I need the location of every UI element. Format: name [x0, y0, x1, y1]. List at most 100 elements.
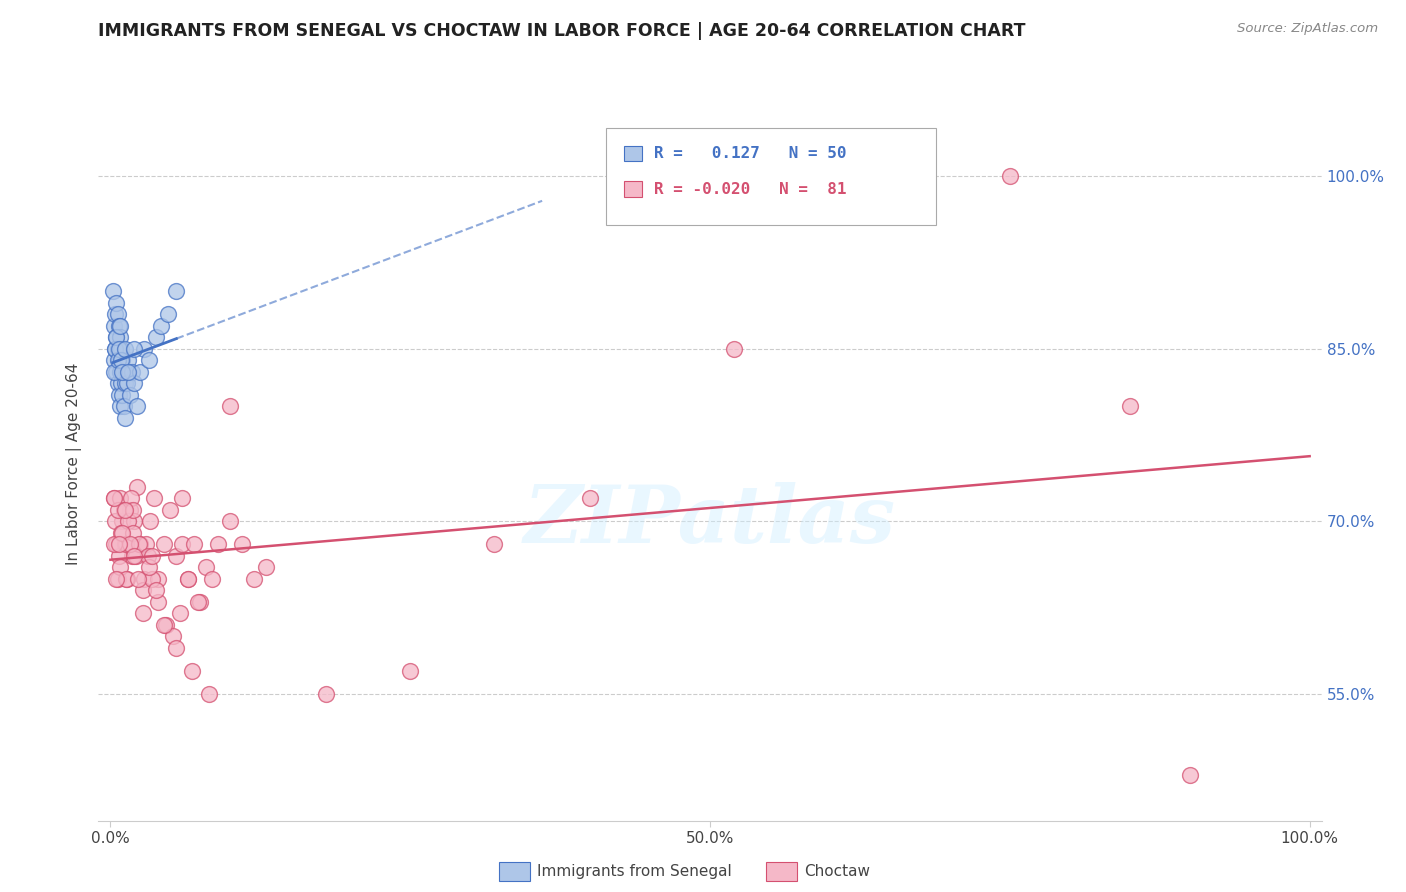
Point — [103, 353, 125, 368]
Point — [112, 365, 135, 379]
Point — [124, 549, 146, 563]
Point — [105, 295, 128, 310]
Point — [101, 284, 124, 298]
Point — [132, 342, 155, 356]
Point — [132, 583, 155, 598]
Point — [108, 342, 131, 356]
Y-axis label: In Labor Force | Age 20-64: In Labor Force | Age 20-64 — [66, 363, 83, 565]
Point — [108, 560, 131, 574]
Point — [107, 503, 129, 517]
Point — [129, 537, 152, 551]
Point — [112, 399, 135, 413]
Point — [172, 537, 194, 551]
Point — [115, 376, 138, 391]
Point — [120, 491, 142, 506]
Point — [197, 687, 219, 701]
Point — [118, 503, 141, 517]
Point — [122, 503, 145, 517]
Point — [124, 549, 146, 563]
Point — [148, 572, 170, 586]
Point — [1119, 399, 1142, 413]
Point — [104, 515, 127, 529]
Point — [108, 353, 131, 368]
Point — [124, 376, 146, 391]
Point — [115, 537, 138, 551]
Point — [111, 525, 134, 540]
Point — [399, 664, 422, 678]
Point — [108, 330, 131, 344]
Point — [141, 572, 163, 586]
Point — [138, 353, 160, 368]
Point — [482, 537, 505, 551]
Point — [108, 399, 131, 413]
Point — [107, 307, 129, 321]
Text: Choctaw: Choctaw — [804, 864, 870, 879]
Text: IMMIGRANTS FROM SENEGAL VS CHOCTAW IN LABOR FORCE | AGE 20-64 CORRELATION CHART: IMMIGRANTS FROM SENEGAL VS CHOCTAW IN LA… — [98, 22, 1026, 40]
Point — [188, 595, 212, 609]
Point — [117, 515, 139, 529]
Point — [142, 491, 165, 506]
Point — [243, 572, 266, 586]
Point — [108, 318, 131, 333]
Point — [107, 376, 129, 391]
Point — [114, 376, 136, 391]
Bar — [624, 181, 643, 197]
Point — [108, 365, 131, 379]
Point — [141, 549, 163, 563]
Point — [105, 537, 128, 551]
Point — [108, 491, 131, 506]
Point — [1178, 767, 1201, 781]
Point — [108, 318, 131, 333]
Point — [121, 549, 143, 563]
Point — [108, 537, 131, 551]
Point — [105, 330, 128, 344]
Point — [195, 560, 218, 574]
Point — [105, 572, 128, 586]
Point — [723, 342, 745, 356]
Point — [128, 537, 150, 551]
Point — [111, 515, 134, 529]
Point — [118, 537, 141, 551]
Point — [165, 640, 187, 655]
Text: ZIPatlas: ZIPatlas — [524, 483, 896, 559]
Point — [110, 376, 132, 391]
Bar — [624, 145, 643, 161]
Point — [138, 560, 160, 574]
Point — [315, 687, 337, 701]
Point — [103, 365, 125, 379]
Point — [108, 388, 131, 402]
Point — [115, 572, 138, 586]
Point — [107, 342, 129, 356]
Point — [110, 353, 132, 368]
Point — [129, 365, 152, 379]
Point — [111, 353, 134, 368]
Point — [124, 342, 146, 356]
Point — [172, 491, 194, 506]
Point — [110, 342, 132, 356]
Point — [156, 307, 179, 321]
Point — [114, 537, 136, 551]
Point — [219, 399, 242, 413]
Point — [103, 537, 125, 551]
Point — [117, 353, 139, 368]
Point — [114, 410, 136, 425]
Point — [104, 307, 127, 321]
Point — [115, 365, 138, 379]
Point — [110, 525, 132, 540]
Point — [998, 169, 1021, 183]
Point — [132, 572, 155, 586]
Point — [122, 525, 145, 540]
Point — [112, 503, 135, 517]
FancyBboxPatch shape — [606, 128, 936, 225]
Point — [121, 365, 143, 379]
Point — [155, 618, 177, 632]
Point — [181, 664, 204, 678]
Point — [177, 572, 200, 586]
Point — [103, 491, 125, 506]
Point — [145, 583, 167, 598]
Point — [136, 549, 159, 563]
Point — [135, 537, 157, 551]
Point — [107, 572, 129, 586]
Point — [159, 503, 181, 517]
Point — [165, 549, 187, 563]
